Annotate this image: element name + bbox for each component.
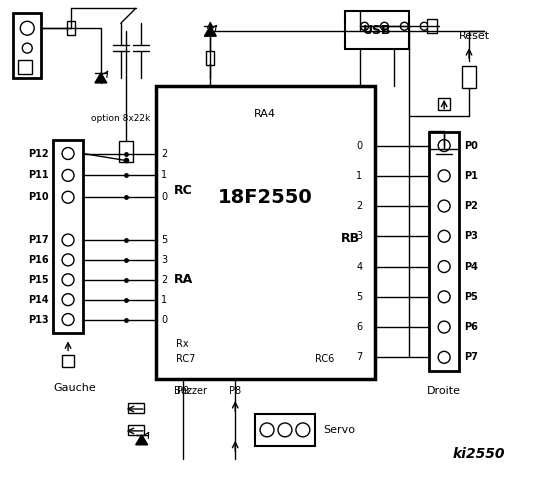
Text: 3: 3 xyxy=(161,255,168,265)
Text: option 8x22k: option 8x22k xyxy=(91,114,150,123)
Text: Buzzer: Buzzer xyxy=(174,386,207,396)
Text: 0: 0 xyxy=(161,192,168,202)
Text: 1: 1 xyxy=(161,170,168,180)
Text: RA4: RA4 xyxy=(254,109,276,119)
Circle shape xyxy=(438,140,450,152)
Text: P4: P4 xyxy=(464,262,478,272)
Circle shape xyxy=(361,22,368,30)
Circle shape xyxy=(380,22,388,30)
Bar xyxy=(53,140,83,334)
Text: P11: P11 xyxy=(29,170,49,180)
Text: Reset: Reset xyxy=(458,31,489,41)
Text: 2: 2 xyxy=(161,275,168,285)
Text: P13: P13 xyxy=(29,314,49,324)
Text: P3: P3 xyxy=(464,231,478,241)
Text: 3: 3 xyxy=(357,231,363,241)
Text: P7: P7 xyxy=(464,352,478,362)
Circle shape xyxy=(438,170,450,182)
Text: 0: 0 xyxy=(161,314,168,324)
Text: Gauche: Gauche xyxy=(53,383,96,393)
Circle shape xyxy=(438,321,450,333)
Circle shape xyxy=(62,147,74,159)
Text: USB: USB xyxy=(363,24,391,37)
Text: 0: 0 xyxy=(357,141,363,151)
Circle shape xyxy=(62,234,74,246)
Polygon shape xyxy=(95,73,107,83)
Text: P14: P14 xyxy=(29,295,49,305)
Polygon shape xyxy=(205,26,216,36)
Bar xyxy=(427,19,437,33)
Circle shape xyxy=(62,192,74,203)
Text: RA: RA xyxy=(174,273,193,286)
Text: 18F2550: 18F2550 xyxy=(218,188,312,207)
Text: P9: P9 xyxy=(178,386,190,396)
Text: RC6: RC6 xyxy=(315,354,334,364)
Text: 1: 1 xyxy=(357,171,363,181)
Text: P10: P10 xyxy=(29,192,49,202)
Circle shape xyxy=(62,169,74,181)
Text: RC: RC xyxy=(174,184,192,197)
Text: Servo: Servo xyxy=(323,425,355,435)
Circle shape xyxy=(260,423,274,437)
Circle shape xyxy=(296,423,310,437)
Text: P15: P15 xyxy=(29,275,49,285)
Text: RB: RB xyxy=(341,232,359,245)
Text: Rx: Rx xyxy=(175,339,188,349)
Polygon shape xyxy=(135,435,148,445)
Text: P6: P6 xyxy=(464,322,478,332)
Text: 5: 5 xyxy=(161,235,168,245)
Text: 2: 2 xyxy=(161,148,168,158)
Text: P17: P17 xyxy=(29,235,49,245)
Text: 2: 2 xyxy=(356,201,363,211)
Bar xyxy=(119,141,133,162)
Bar xyxy=(67,21,75,35)
Text: 6: 6 xyxy=(357,322,363,332)
Text: ki2550: ki2550 xyxy=(453,447,505,461)
Circle shape xyxy=(438,261,450,273)
Text: P5: P5 xyxy=(464,292,478,302)
Bar xyxy=(128,425,144,435)
Text: P1: P1 xyxy=(464,171,478,181)
Text: 5: 5 xyxy=(356,292,363,302)
Text: 1: 1 xyxy=(161,295,168,305)
Circle shape xyxy=(438,200,450,212)
Text: 4: 4 xyxy=(357,262,363,272)
Bar xyxy=(345,12,409,49)
Text: P0: P0 xyxy=(464,141,478,151)
Circle shape xyxy=(20,21,34,35)
Bar xyxy=(155,86,374,379)
Bar xyxy=(18,60,32,74)
Text: Droite: Droite xyxy=(427,386,461,396)
Circle shape xyxy=(62,294,74,306)
Text: 7: 7 xyxy=(356,352,363,362)
Text: P12: P12 xyxy=(29,148,49,158)
Bar xyxy=(206,51,215,65)
Circle shape xyxy=(62,274,74,286)
Circle shape xyxy=(420,22,428,30)
Bar xyxy=(13,13,41,78)
Circle shape xyxy=(438,351,450,363)
Circle shape xyxy=(438,291,450,303)
Circle shape xyxy=(438,230,450,242)
Bar xyxy=(62,355,74,367)
Bar xyxy=(429,132,459,371)
Circle shape xyxy=(62,254,74,266)
Text: P16: P16 xyxy=(29,255,49,265)
Text: P8: P8 xyxy=(229,386,241,396)
Bar xyxy=(462,66,476,88)
Text: RC7: RC7 xyxy=(175,354,195,364)
Circle shape xyxy=(62,313,74,325)
Circle shape xyxy=(400,22,408,30)
Bar xyxy=(255,414,315,446)
Circle shape xyxy=(22,43,32,53)
Circle shape xyxy=(278,423,292,437)
Text: P2: P2 xyxy=(464,201,478,211)
Bar xyxy=(128,403,144,413)
Bar xyxy=(438,98,450,110)
